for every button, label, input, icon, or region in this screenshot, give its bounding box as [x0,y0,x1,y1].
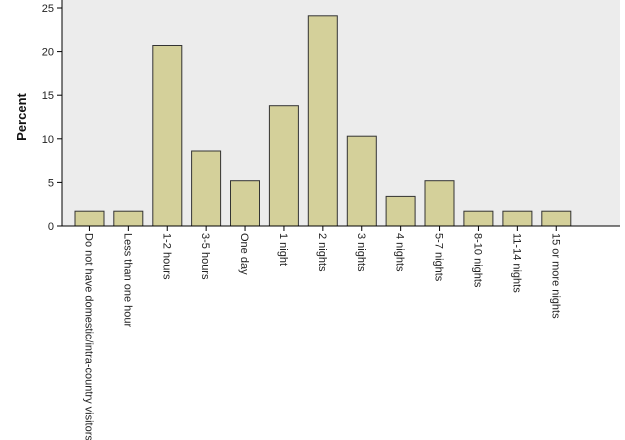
x-tick-label: 15 or more nights [549,233,561,319]
bar [307,15,338,227]
bar [385,195,416,227]
y-tick-label: 15 [42,90,54,102]
bar [541,210,572,227]
bars [74,15,572,227]
y-tick-label: 25 [42,3,54,15]
bar [346,135,377,227]
x-tick-label: 1 night [277,233,289,266]
bar [230,180,260,227]
y-tick-label: 0 [48,221,54,233]
y-tick-label: 10 [42,134,54,146]
x-tick-label: One day [238,233,250,275]
x-tick-label: Less than one hour [121,233,133,328]
y-tick-label: 20 [42,47,54,59]
x-tick-label: 2 nights [316,233,328,272]
x-tick-label: 4 nights [394,233,406,272]
x-tick-label: 3 nights [355,233,367,272]
y-axis-label: Percent [14,92,29,140]
x-tick-label: 8-10 nights [471,233,483,288]
x-axis: Do not have domestic/intra-country visit… [62,225,620,440]
bar [191,150,222,227]
bar [268,105,299,227]
bar [74,210,105,227]
y-axis: 0 5 10 15 20 25 [42,0,63,233]
x-tick-label: 1-2 hours [160,233,172,280]
y-tick-label: 5 [48,177,54,189]
x-tick-label: Do not have domestic/intra-country visit… [82,233,94,440]
bar [113,210,144,227]
bar [463,210,494,227]
bar [502,210,533,227]
x-tick-label: 5-7 nights [433,233,445,282]
plot-area [62,0,620,226]
x-tick-label: 3-5 hours [199,233,211,280]
x-tick-label: 11-14 nights [510,233,522,293]
bar [152,45,183,227]
bar [424,180,455,227]
